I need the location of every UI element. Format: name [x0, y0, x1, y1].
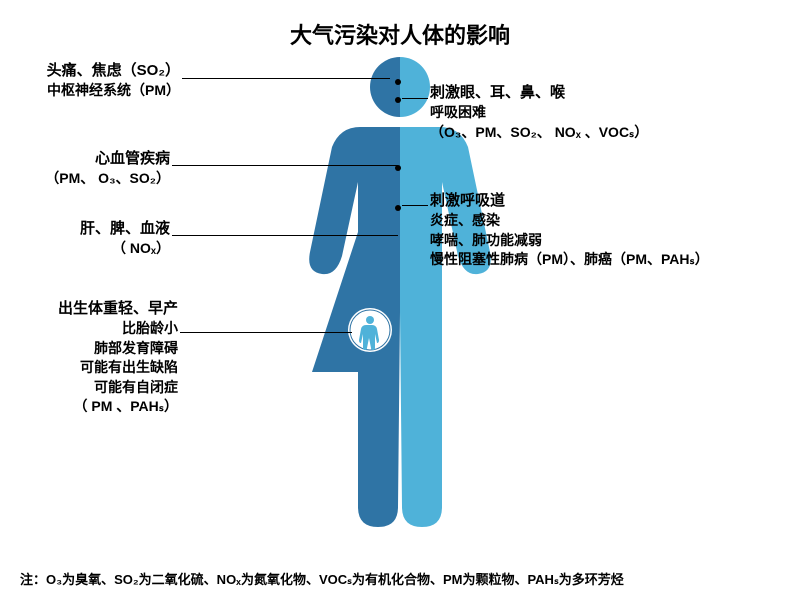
leader-line — [182, 78, 390, 79]
label-line: （PM、 O₃、SO₂） — [45, 169, 170, 189]
label-line: 出生体重轻、早产 — [58, 300, 178, 317]
leader-line — [402, 205, 428, 206]
label-line: 可能有出生缺陷 — [58, 358, 178, 378]
leader-line — [172, 235, 398, 236]
label-head-left: 头痛、焦虑（SO₂） 中枢神经系统（PM） — [47, 60, 180, 101]
label-line: 刺激呼吸道 — [430, 192, 505, 209]
diagram-title: 大气污染对人体的影响 — [290, 18, 510, 50]
marker-dot — [395, 79, 401, 85]
label-line: 呼吸困难 — [430, 103, 648, 123]
label-line: （O₃、PM、SO₂、 NOₓ 、VOCₛ） — [430, 123, 648, 143]
label-line: 可能有自闭症 — [58, 378, 178, 398]
marker-dot — [395, 205, 401, 211]
label-line: 慢性阻塞性肺病（PM）、肺癌（PM、PAHₛ） — [430, 250, 709, 270]
label-birth: 出生体重轻、早产 比胎龄小 肺部发育障碍 可能有出生缺陷 可能有自闭症 （ PM… — [58, 298, 178, 417]
marker-dot — [395, 97, 401, 103]
label-line: 哮喘、肺功能减弱 — [430, 231, 709, 251]
leader-line — [402, 98, 428, 99]
label-line: 肺部发育障碍 — [58, 339, 178, 359]
leader-line — [180, 332, 352, 333]
label-line: 炎症、感染 — [430, 211, 709, 231]
label-line: 头痛、焦虑（SO₂） — [47, 62, 180, 79]
label-line: 中枢神经系统（PM） — [47, 81, 180, 101]
label-liver: 肝、脾、血液 （ NOₓ） — [80, 218, 170, 259]
label-respiratory: 刺激呼吸道 炎症、感染 哮喘、肺功能减弱 慢性阻塞性肺病（PM）、肺癌（PM、P… — [430, 190, 709, 270]
label-line: 肝、脾、血液 — [80, 220, 170, 237]
label-cardio: 心血管疾病 （PM、 O₃、SO₂） — [45, 148, 170, 189]
footnote: 注：O₃为臭氧、SO₂为二氧化硫、NOₓ为氮氧化物、VOCₛ为有机化合物、PM为… — [20, 569, 624, 588]
label-eyes: 刺激眼、耳、鼻、喉 呼吸困难 （O₃、PM、SO₂、 NOₓ 、VOCₛ） — [430, 82, 648, 142]
label-line: 刺激眼、耳、鼻、喉 — [430, 84, 565, 101]
label-line: 心血管疾病 — [95, 150, 170, 167]
leader-line — [172, 165, 398, 166]
label-line: （ NOₓ） — [80, 239, 170, 259]
label-line: （ PM 、PAHₛ） — [58, 397, 178, 417]
label-line: 比胎龄小 — [58, 319, 178, 339]
